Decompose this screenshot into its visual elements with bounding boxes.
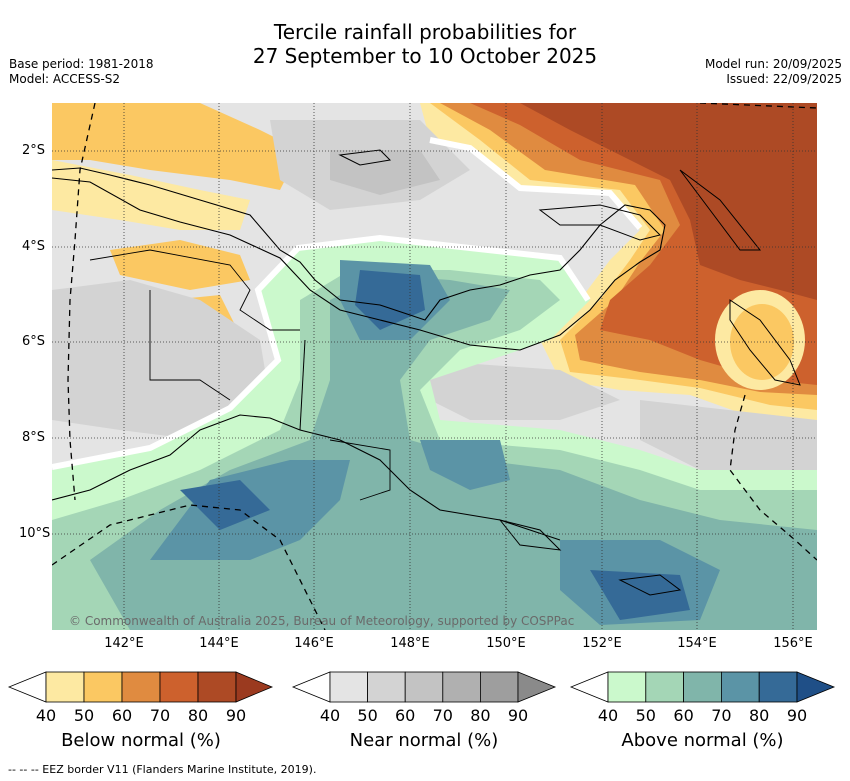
colorbar-segment (159, 671, 199, 703)
colorbar-segment (121, 671, 161, 703)
coastline-new-britain (538, 204, 661, 241)
colorbar-tick-label: 80 (749, 706, 770, 725)
colorbar-segment (683, 671, 722, 703)
colorbar-tick-label: 70 (149, 706, 171, 725)
colorbar-segment (479, 671, 519, 703)
colorbar-segment (404, 671, 444, 703)
coastline-new-ireland (679, 169, 762, 251)
eez-border-north (699, 103, 817, 109)
colorbar-tick-label: 90 (786, 706, 808, 725)
colorbar-tip-left (291, 671, 331, 703)
colorbar-tick-label: 80 (470, 706, 491, 725)
coastline-new-guinea-south (52, 414, 561, 541)
colorbar-tip-right (235, 671, 274, 703)
eez-border-south (52, 504, 326, 630)
colorbar-tick-label: 70 (432, 706, 453, 725)
colorbar-tick-label: 50 (357, 706, 378, 725)
above-normal-90-area (355, 270, 425, 330)
model-name: Model: ACCESS-S2 (9, 72, 121, 86)
colorbar-segment (197, 671, 237, 703)
colorbar-title: Below normal (%) (61, 730, 221, 751)
copyright-notice: © Commonwealth of Australia 2025, Bureau… (69, 614, 575, 628)
lon-label: 148°E (390, 636, 430, 651)
lat-label: 2°S (21, 143, 45, 158)
lon-label: 154°E (677, 636, 717, 651)
lon-label: 146°E (294, 636, 334, 651)
below-normal-west-area (52, 103, 300, 190)
lat-label: 4°S (21, 239, 45, 254)
meta-left: Base period: 1981-2018 Model: ACCESS-S2 (9, 57, 154, 87)
coastline-new-guinea-north (52, 167, 666, 351)
colorbar-tick-label: 40 (597, 706, 619, 725)
colorbar-tip-right (517, 671, 557, 703)
eez-border-west (67, 103, 96, 501)
meta-right: Model run: 20/09/2025 Issued: 22/09/2025 (705, 57, 842, 87)
lon-label: 144°E (199, 636, 239, 651)
colorbar-tick-label: 80 (187, 706, 209, 725)
colorbar-tick-label: 40 (35, 706, 57, 725)
colorbar-title: Above normal (%) (621, 730, 784, 751)
colorbar-tip-left (569, 671, 609, 703)
colorbar-tip-right (796, 671, 836, 703)
colorbar-segment (442, 671, 481, 703)
colorbar-segment (329, 671, 368, 703)
colorbar-segment (83, 671, 123, 703)
issued-date: Issued: 22/09/2025 (726, 72, 842, 86)
lon-label: 152°E (582, 636, 622, 651)
colorbar-title: Near normal (%) (349, 730, 499, 751)
colorbar-segment (758, 671, 798, 703)
lon-label: 150°E (486, 636, 526, 651)
near-normal-50-area (52, 280, 270, 440)
colorbar-tick-label: 40 (319, 706, 341, 725)
eez-border-east (729, 394, 817, 561)
title-line-2: 27 September to 10 October 2025 (252, 44, 598, 68)
coastline-bougainville (729, 299, 801, 386)
colorbar-segment (367, 671, 406, 703)
base-period: Base period: 1981-2018 (9, 57, 154, 71)
colorbar-tip-left (7, 671, 47, 703)
lat-label: 6°S (21, 334, 45, 349)
colorbar-tick-label: 60 (395, 706, 416, 725)
colorbar-tick-label: 90 (225, 706, 247, 725)
near-normal-60-area (330, 150, 440, 195)
lon-label: 156°E (773, 636, 813, 651)
coastline-manus (338, 149, 392, 166)
below-normal-90-area (520, 103, 817, 300)
colorbar-segment (721, 671, 760, 703)
lat-label: 8°S (21, 430, 45, 445)
border-line (299, 339, 306, 431)
colorbar-below-normal (7, 671, 274, 703)
title-line-1: Tercile rainfall probabilities for (273, 20, 577, 44)
colorbar-tick-label: 50 (73, 706, 95, 725)
model-run: Model run: 20/09/2025 (704, 57, 842, 71)
colorbar-near-normal (291, 671, 557, 703)
colorbar-tick-label: 50 (635, 706, 656, 725)
colorbar-tick-label: 60 (111, 706, 133, 725)
colorbar-segment (607, 671, 647, 703)
graticule (52, 103, 817, 630)
lat-label: 10°S (19, 526, 51, 541)
colorbar-segment (45, 671, 85, 703)
eez-footer-note: -- -- -- EEZ border V11 (Flanders Marine… (8, 763, 317, 776)
colorbar-tick-label: 60 (673, 706, 694, 725)
colorbar-tick-label: 70 (711, 706, 732, 725)
lon-label: 142°E (104, 636, 144, 651)
colorbar-tick-label: 90 (507, 706, 529, 725)
colorbar-above-normal (569, 671, 836, 703)
colorbar-segment (645, 671, 684, 703)
map-title: Tercile rainfall probabilities for 27 Se… (0, 20, 850, 68)
